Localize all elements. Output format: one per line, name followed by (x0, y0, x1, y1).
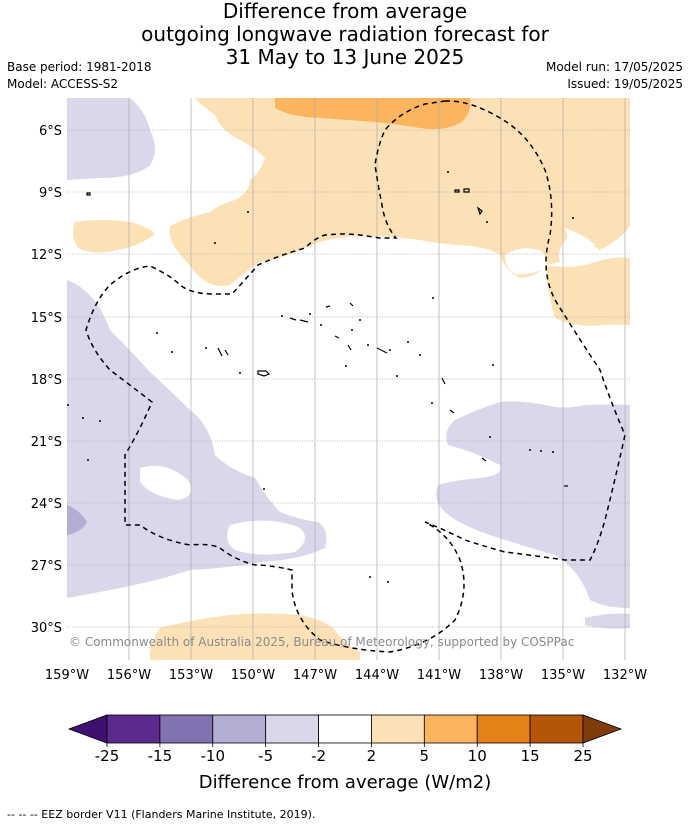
colorbar-tick-label: 25 (573, 747, 592, 765)
island-atoll (86, 192, 91, 196)
anomaly-region-pos-south (149, 613, 360, 660)
anomaly-region-pos-east (545, 257, 630, 326)
anomaly-region-neg-nw (67, 98, 155, 180)
colorbar-tick-label: -2 (311, 747, 326, 765)
base-period: Base period: 1981-2018 (7, 60, 152, 74)
anomaly-region-neg-southeast (585, 613, 630, 629)
island-atoll (349, 302, 354, 307)
title-line-1: Difference from average (222, 0, 468, 23)
colorbar-title: Difference from average (W/m2) (199, 772, 491, 793)
meta-left: Base period: 1981-2018 Model: ACCESS-S2 (7, 59, 152, 93)
lon-label: 141°W (417, 668, 461, 683)
lon-label: 156°W (107, 668, 151, 683)
lat-label: 9°S (39, 186, 62, 201)
island-atoll (334, 335, 340, 339)
island-atoll (347, 344, 352, 351)
colorbar-segment (529, 714, 584, 744)
lat-labels: 6°S 9°S 12°S 15°S 18°S 21°S 24°S 27°S 30… (31, 124, 62, 636)
lat-label: 21°S (31, 435, 62, 450)
anomaly-region-neg-strong (67, 505, 87, 535)
issued-date: Issued: 19/05/2025 (567, 77, 683, 91)
island-atoll (476, 206, 483, 216)
colorbar-segment (476, 714, 531, 744)
lon-label: 144°W (355, 668, 399, 683)
anomaly-region-pos-strong (275, 98, 471, 130)
island-atoll (217, 347, 223, 357)
lat-label: 24°S (31, 497, 62, 512)
island-atoll (299, 319, 309, 323)
colorbar-segment (106, 714, 161, 744)
island-atoll (463, 188, 470, 193)
island-atoll (224, 349, 229, 356)
island-atoll (289, 317, 297, 321)
eez-border-french-polynesia (85, 100, 626, 653)
colorbar-segment (371, 714, 425, 744)
lon-label: 138°W (479, 668, 523, 683)
island-atoll (441, 377, 446, 385)
colorbar-tick-label: -15 (148, 747, 173, 765)
lon-label: 159°W (45, 668, 89, 683)
colorbar-tick-label: -10 (201, 747, 226, 765)
lon-label: 132°W (603, 668, 647, 683)
anomaly-region-pos-west (73, 220, 155, 253)
island-atoll (449, 409, 455, 414)
colorbar-tick-label: 15 (521, 747, 540, 765)
lon-label: 150°W (231, 668, 275, 683)
colorbar-extend-low (67, 714, 108, 744)
colorbar-tick-label: 5 (420, 747, 430, 765)
island-atoll (257, 370, 271, 377)
meta-right: Model run: 17/05/2025 Issued: 19/05/2025 (546, 59, 683, 93)
colorbar-tick-label: 10 (468, 747, 487, 765)
anomaly-region-neg-west (67, 280, 327, 598)
colorbar-tick-label: 2 (367, 747, 377, 765)
lat-label: 30°S (31, 621, 62, 636)
island-atoll (454, 189, 460, 193)
lat-label: 18°S (31, 373, 62, 388)
title-line-2: outgoing longwave radiation forecast for (141, 22, 549, 46)
chart-title: Difference from average outgoing longwav… (0, 0, 690, 69)
model-name: Model: ACCESS-S2 (7, 77, 119, 91)
eez-borders (85, 100, 626, 653)
lon-label: 147°W (293, 668, 337, 683)
island-atoll (481, 457, 487, 462)
islands (86, 188, 568, 487)
graticule (67, 98, 630, 660)
copyright-credit: © Commonwealth of Australia 2025, Bureau… (69, 635, 574, 649)
island-atoll (376, 347, 388, 354)
colorbar-segment (212, 714, 267, 744)
colorbar-extend-high (582, 714, 623, 744)
colorbar: -25 -15 -10 -5 -2 2 5 10 15 25 (67, 714, 623, 765)
lon-label: 153°W (169, 668, 213, 683)
lat-label: 15°S (31, 311, 62, 326)
lat-label: 6°S (39, 124, 62, 139)
colorbar-segment (423, 714, 478, 744)
map-plot: © Commonwealth of Australia 2025, Bureau… (67, 98, 630, 660)
colorbar-segment (159, 714, 214, 744)
island-dots (67, 171, 574, 583)
anomaly-region-neg-east (436, 401, 630, 608)
title-line-3: 31 May to 13 June 2025 (225, 45, 465, 69)
lon-labels: 159°W 156°W 153°W 150°W 147°W 144°W 141°… (45, 668, 647, 683)
lat-label: 12°S (31, 248, 62, 263)
colorbar-segment (318, 714, 372, 744)
colorbar-tick-label: -25 (95, 747, 120, 765)
colorbar-segment (265, 714, 319, 744)
lat-label: 27°S (31, 559, 62, 574)
island-atoll (325, 305, 331, 308)
model-run: Model run: 17/05/2025 (545, 60, 683, 74)
eez-footnote: -- -- -- EEZ border V11 (Flanders Marine… (7, 808, 316, 821)
colorbar-tick-label: -5 (258, 747, 273, 765)
lon-label: 135°W (541, 668, 585, 683)
